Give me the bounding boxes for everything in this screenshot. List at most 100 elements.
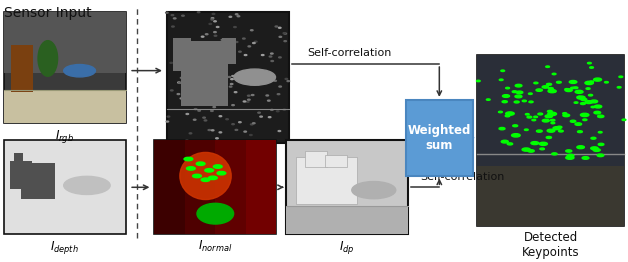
Circle shape bbox=[499, 111, 502, 113]
Circle shape bbox=[236, 41, 238, 42]
Circle shape bbox=[586, 88, 590, 89]
Circle shape bbox=[593, 78, 602, 81]
Circle shape bbox=[278, 130, 281, 132]
Ellipse shape bbox=[180, 152, 231, 200]
Circle shape bbox=[244, 131, 246, 132]
Circle shape bbox=[193, 119, 196, 120]
Circle shape bbox=[506, 112, 514, 115]
Circle shape bbox=[577, 146, 585, 149]
Circle shape bbox=[249, 134, 252, 135]
Circle shape bbox=[548, 90, 556, 93]
FancyBboxPatch shape bbox=[185, 140, 215, 234]
FancyBboxPatch shape bbox=[477, 166, 624, 226]
Circle shape bbox=[512, 134, 520, 137]
Circle shape bbox=[202, 36, 204, 37]
Circle shape bbox=[232, 124, 234, 125]
Circle shape bbox=[507, 143, 512, 145]
Circle shape bbox=[565, 89, 568, 90]
Circle shape bbox=[203, 73, 205, 74]
Circle shape bbox=[258, 112, 261, 113]
Circle shape bbox=[204, 120, 207, 121]
Circle shape bbox=[501, 70, 505, 72]
Circle shape bbox=[212, 130, 214, 131]
FancyBboxPatch shape bbox=[325, 155, 347, 167]
Circle shape bbox=[583, 119, 587, 121]
Circle shape bbox=[557, 126, 562, 128]
Circle shape bbox=[522, 100, 526, 102]
Circle shape bbox=[547, 129, 555, 132]
Circle shape bbox=[524, 129, 528, 130]
Circle shape bbox=[550, 90, 555, 92]
Circle shape bbox=[178, 82, 181, 83]
Circle shape bbox=[232, 75, 234, 77]
Circle shape bbox=[194, 109, 197, 110]
Circle shape bbox=[551, 119, 555, 121]
FancyBboxPatch shape bbox=[173, 38, 191, 71]
Circle shape bbox=[548, 110, 552, 112]
Circle shape bbox=[192, 49, 195, 50]
Text: Self-correlation: Self-correlation bbox=[421, 172, 505, 182]
Circle shape bbox=[580, 103, 585, 105]
Ellipse shape bbox=[38, 41, 58, 76]
Circle shape bbox=[167, 116, 170, 117]
Circle shape bbox=[187, 91, 189, 92]
Circle shape bbox=[279, 36, 281, 37]
Text: Detected
Keypoints: Detected Keypoints bbox=[522, 231, 580, 259]
Circle shape bbox=[575, 90, 583, 93]
Circle shape bbox=[202, 100, 204, 101]
Circle shape bbox=[502, 95, 509, 97]
Circle shape bbox=[260, 116, 263, 117]
Circle shape bbox=[597, 154, 604, 157]
Circle shape bbox=[193, 174, 202, 178]
Circle shape bbox=[283, 33, 286, 34]
Circle shape bbox=[246, 101, 249, 102]
Circle shape bbox=[567, 154, 574, 157]
Circle shape bbox=[239, 51, 241, 52]
Circle shape bbox=[279, 86, 281, 87]
Circle shape bbox=[590, 81, 593, 83]
Circle shape bbox=[487, 99, 490, 100]
Circle shape bbox=[591, 137, 596, 139]
FancyBboxPatch shape bbox=[154, 140, 185, 234]
Circle shape bbox=[528, 150, 534, 152]
Circle shape bbox=[501, 140, 508, 143]
Circle shape bbox=[251, 95, 254, 96]
Circle shape bbox=[244, 54, 247, 56]
Circle shape bbox=[180, 77, 183, 78]
Circle shape bbox=[271, 141, 273, 142]
Text: Self-correlation: Self-correlation bbox=[308, 48, 392, 58]
Circle shape bbox=[225, 83, 227, 84]
Circle shape bbox=[515, 95, 522, 98]
Circle shape bbox=[566, 156, 574, 159]
Circle shape bbox=[275, 26, 278, 27]
Circle shape bbox=[591, 106, 595, 108]
Circle shape bbox=[570, 120, 576, 122]
Circle shape bbox=[512, 91, 517, 92]
Circle shape bbox=[565, 89, 572, 91]
Circle shape bbox=[197, 12, 200, 13]
Circle shape bbox=[192, 61, 195, 62]
Circle shape bbox=[534, 116, 538, 118]
Circle shape bbox=[171, 90, 173, 91]
Circle shape bbox=[251, 124, 253, 125]
Circle shape bbox=[582, 157, 589, 159]
Circle shape bbox=[232, 105, 234, 106]
Circle shape bbox=[543, 119, 550, 122]
Circle shape bbox=[205, 169, 214, 172]
Circle shape bbox=[499, 128, 505, 130]
Circle shape bbox=[210, 59, 213, 60]
Circle shape bbox=[546, 137, 551, 139]
Circle shape bbox=[590, 100, 598, 103]
Circle shape bbox=[180, 98, 183, 99]
Circle shape bbox=[198, 110, 200, 111]
Circle shape bbox=[526, 113, 529, 115]
Circle shape bbox=[230, 79, 233, 80]
Circle shape bbox=[284, 41, 286, 42]
Circle shape bbox=[514, 101, 519, 103]
Text: $I_{dp}$: $I_{dp}$ bbox=[339, 239, 355, 256]
Circle shape bbox=[189, 133, 192, 134]
Circle shape bbox=[208, 129, 210, 130]
FancyBboxPatch shape bbox=[4, 140, 126, 234]
Circle shape bbox=[352, 182, 396, 199]
FancyBboxPatch shape bbox=[4, 90, 126, 123]
